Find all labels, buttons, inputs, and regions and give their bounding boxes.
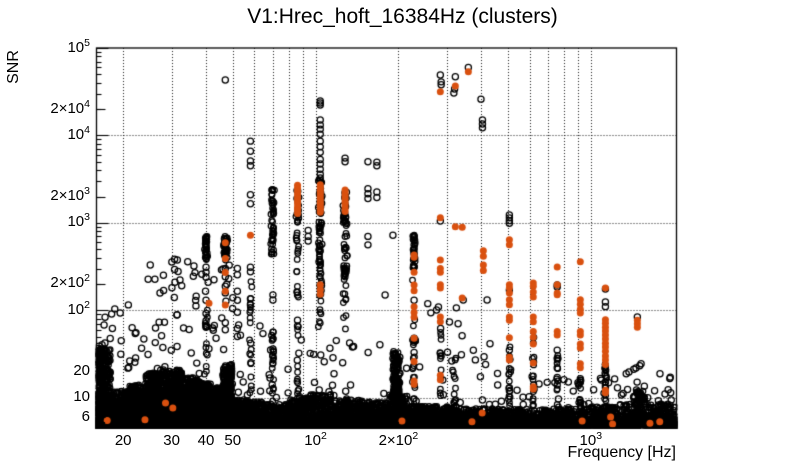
chart-title: V1:Hrec_hoft_16384Hz (clusters) — [247, 5, 558, 28]
x-tick-label: 30 — [163, 432, 180, 449]
y-tick-label: 10 — [73, 388, 90, 406]
x-tick-label: 40 — [197, 432, 215, 449]
y-tick-label: 2×104 — [50, 97, 90, 117]
y-tick-label: 103 — [67, 211, 90, 231]
x-tick-label: 2×102 — [378, 430, 419, 449]
x-tick-label: 102 — [304, 430, 327, 449]
x-tick-label: 103 — [579, 430, 603, 449]
y-tick-label: 102 — [67, 298, 90, 318]
y-tick-label: 104 — [67, 123, 90, 143]
y-tick-label: 20 — [73, 361, 90, 379]
y-tick-label: 6 — [81, 407, 90, 425]
x-tick-label: 20 — [114, 432, 132, 449]
y-tick-label: 2×103 — [50, 185, 90, 205]
x-axis-title: Frequency [Hz] — [567, 444, 676, 461]
y-tick-label: 2×102 — [50, 272, 90, 292]
x-tick-label: 50 — [224, 432, 242, 449]
y-tick-label: 105 — [67, 36, 90, 56]
